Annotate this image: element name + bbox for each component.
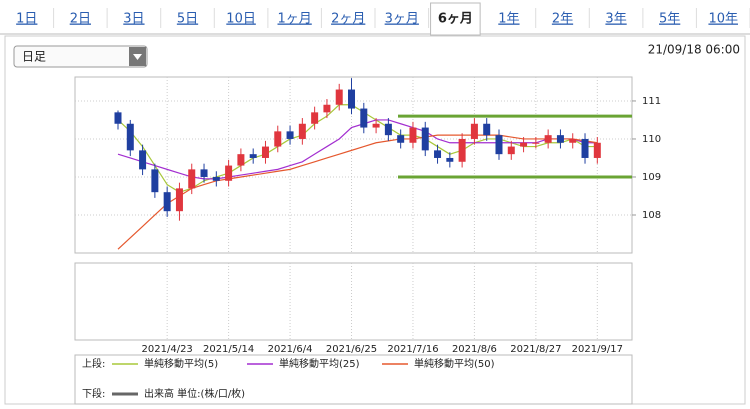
tab-bar: 1日 2日 3日 5日 10日 1ヶ月 2ヶ月 3ヶ月 6ヶ月 1年 2年 3年 5年 10年 bbox=[0, 2, 750, 36]
tab[interactable]: 1ヶ月 bbox=[278, 12, 312, 27]
tab: 6ヶ月 bbox=[438, 12, 473, 27]
candle-body bbox=[323, 104, 331, 113]
candle-body bbox=[544, 135, 552, 143]
legend bbox=[74, 354, 633, 405]
tab[interactable]: 2ヶ月 bbox=[331, 12, 365, 27]
candle-body bbox=[163, 192, 171, 212]
legend-lower: 下段: bbox=[82, 387, 105, 400]
legend-label: 単純移動平均(25) bbox=[279, 357, 360, 370]
candle-body bbox=[114, 112, 122, 124]
ma-line bbox=[117, 119, 598, 180]
candle-body bbox=[348, 89, 356, 109]
candle-body bbox=[470, 123, 478, 139]
candle-body bbox=[126, 123, 134, 151]
candle-body bbox=[483, 123, 491, 136]
tab[interactable]: 2日 bbox=[70, 12, 91, 27]
tab[interactable]: 1年 bbox=[498, 12, 519, 27]
candle-body bbox=[237, 154, 245, 166]
x-tick-label: 2021/7/16 bbox=[387, 344, 438, 355]
x-tick-label: 2021/9/17 bbox=[572, 344, 623, 355]
y-tick-label: 110 bbox=[642, 134, 661, 145]
legend-upper: 上段: bbox=[82, 357, 105, 370]
tab[interactable]: 3日 bbox=[123, 12, 144, 27]
x-tick-label: 2021/6/25 bbox=[326, 344, 377, 355]
candle-body bbox=[372, 123, 380, 128]
candle-body bbox=[421, 127, 429, 151]
candle-body bbox=[151, 169, 159, 193]
candle-body bbox=[593, 142, 601, 158]
candle-body bbox=[261, 146, 269, 158]
timestamp: 21/09/18 06:00 bbox=[648, 43, 740, 57]
ma-line bbox=[117, 104, 598, 193]
legend-label: 単純移動平均(50) bbox=[414, 357, 495, 370]
tab[interactable]: 10日 bbox=[226, 12, 256, 27]
ma-line bbox=[117, 134, 598, 250]
candle-body bbox=[581, 138, 589, 158]
candle-body bbox=[434, 150, 442, 158]
candle-body bbox=[200, 169, 208, 177]
x-tick-label: 2021/4/23 bbox=[142, 344, 193, 355]
dropdown-arrow bbox=[133, 54, 142, 60]
legend-label: 単純移動平均(5) bbox=[144, 357, 218, 370]
tab[interactable]: 1日 bbox=[16, 12, 37, 27]
tab[interactable]: 3ヶ月 bbox=[385, 12, 419, 27]
x-tick-label: 2021/5/14 bbox=[203, 344, 254, 355]
tab[interactable]: 10年 bbox=[708, 12, 738, 27]
candle-body bbox=[360, 108, 368, 128]
candle-body bbox=[298, 123, 306, 139]
y-tick-label: 108 bbox=[642, 210, 661, 221]
volume-legend: 出来高 単位:(株/口/枚) bbox=[144, 387, 245, 400]
tab[interactable]: 5日 bbox=[177, 12, 198, 27]
candle-body bbox=[311, 112, 319, 124]
tab[interactable]: 3年 bbox=[605, 12, 626, 27]
candle-body bbox=[458, 138, 466, 162]
candle-body bbox=[397, 135, 405, 143]
candle-body bbox=[532, 142, 540, 144]
candle-body bbox=[495, 135, 503, 155]
candle-body bbox=[286, 131, 294, 139]
candle-body bbox=[225, 165, 233, 181]
candle-body bbox=[569, 138, 577, 143]
x-tick-label: 2021/8/27 bbox=[510, 344, 561, 355]
candle-body bbox=[446, 157, 454, 162]
candle-body bbox=[188, 169, 196, 189]
tab[interactable]: 5年 bbox=[659, 12, 680, 27]
candle-body bbox=[139, 150, 147, 170]
candle-body bbox=[249, 154, 257, 158]
candle-body bbox=[520, 142, 528, 147]
plot-layer: 108 109 110 111 2021/4/23 2021/5/14 2021/6/4 20… bbox=[75, 77, 661, 370]
candle-body bbox=[274, 131, 282, 147]
x-tick-label: 2021/6/4 bbox=[268, 344, 313, 355]
y-tick-label: 111 bbox=[642, 96, 661, 107]
candle-body bbox=[507, 146, 515, 155]
candle-body bbox=[409, 127, 417, 143]
dropdown-label: 日足 bbox=[22, 50, 46, 64]
tab-active bbox=[430, 2, 481, 36]
candle-body bbox=[556, 135, 564, 143]
tab[interactable]: 2年 bbox=[552, 12, 573, 27]
volume-plot bbox=[74, 262, 633, 341]
candle-body bbox=[175, 188, 183, 212]
candle-body bbox=[335, 89, 343, 105]
candle-body bbox=[212, 176, 220, 181]
y-tick-label: 109 bbox=[642, 172, 661, 183]
candle-body bbox=[384, 123, 392, 136]
dropdown[interactable] bbox=[13, 45, 148, 68]
x-tick-label: 2021/8/6 bbox=[452, 344, 497, 355]
